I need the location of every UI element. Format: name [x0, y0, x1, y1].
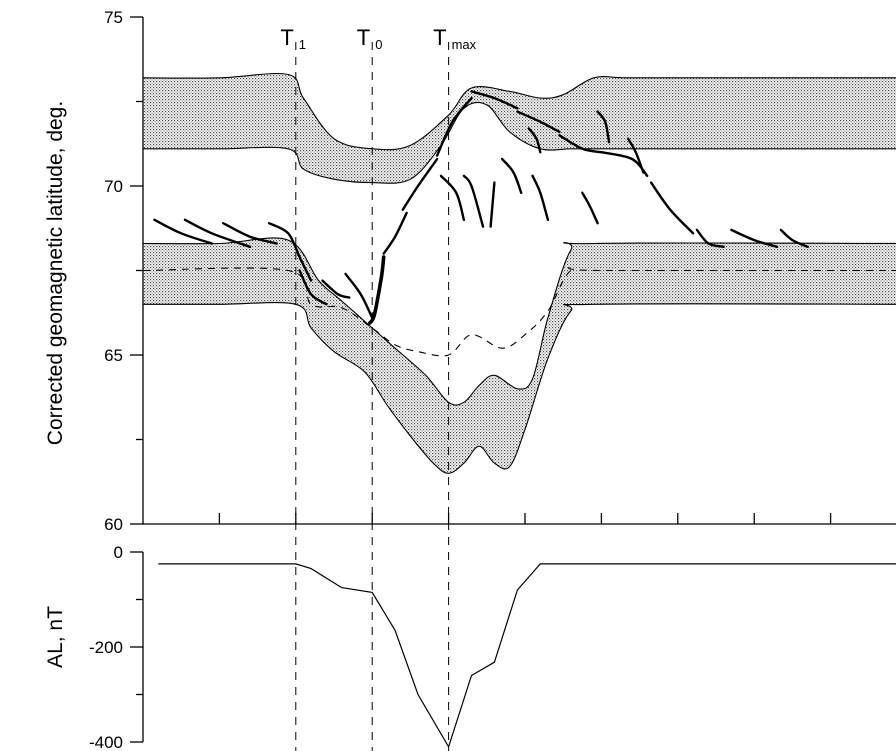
auroral-arc	[649, 181, 695, 235]
latitude-tick-label: 75	[104, 8, 123, 27]
latitude-tick-label: 70	[104, 177, 123, 196]
event-marker-label: T	[433, 25, 446, 50]
auroral-arc	[531, 174, 550, 221]
event-marker-subscript: 1	[299, 37, 306, 52]
auroral-arc	[730, 228, 779, 248]
auroral-arc	[489, 181, 496, 228]
lower-band-bottom-line	[142, 302, 896, 474]
auroral-arc	[581, 191, 599, 225]
auroral-arc	[298, 269, 328, 306]
latitude-axis: 60 65 70 75	[104, 8, 896, 534]
auroral-arc	[344, 272, 374, 319]
latitude-tick-label: 60	[104, 515, 123, 534]
auroral-arc	[321, 279, 351, 299]
auroral-arc	[695, 228, 725, 248]
auroral-arc	[439, 174, 466, 221]
event-marker-subscript: 0	[375, 37, 382, 52]
auroral-arc	[462, 174, 485, 228]
auroral-arc	[222, 222, 278, 245]
upper-band-fill	[143, 73, 896, 184]
auroral-arc	[435, 96, 473, 157]
auroral-arcs	[153, 90, 809, 325]
auroral-arc	[368, 255, 386, 325]
auroral-arc	[626, 137, 645, 174]
auroral-arc	[267, 222, 313, 282]
event-marker-label: T	[280, 25, 293, 50]
auroral-arc	[153, 218, 213, 245]
auroral-arc	[516, 110, 561, 134]
auroral-arc	[382, 211, 408, 255]
auroral-arc	[596, 110, 611, 144]
auroral-bands	[143, 73, 896, 474]
band-boundaries	[142, 72, 896, 474]
al-index-line	[158, 563, 896, 749]
lower-band-top-line	[142, 237, 896, 406]
lower-band-center-line	[142, 266, 896, 357]
event-marker-label: T	[357, 25, 370, 50]
latitude-tick-label: 65	[104, 346, 123, 365]
auroral-arc	[183, 218, 252, 248]
al-tick-label: -400	[89, 733, 123, 751]
al-series	[158, 563, 896, 749]
al-index-panel: -400 -200 0 AL, nT	[44, 543, 896, 751]
lower-band-fill	[143, 237, 896, 474]
latitude-axis-title: Corrected geomagnetic latitude, deg.	[44, 101, 67, 445]
event-marker-subscript: max	[452, 37, 477, 52]
al-tick-label: -200	[89, 638, 123, 657]
auroral-arc	[470, 90, 519, 110]
auroral-arc	[558, 134, 603, 154]
al-axis-title: AL, nT	[44, 606, 67, 668]
latitude-panel: 60 65 70 75 Corrected geomagnetic latitude,…	[44, 8, 896, 534]
upper-band-top-line	[142, 72, 896, 151]
auroral-arc	[500, 157, 523, 194]
auroral-arc	[527, 127, 542, 154]
auroral-arc	[401, 157, 439, 211]
auroral-arc	[779, 228, 809, 248]
al-axis: -400 -200 0	[89, 543, 144, 751]
al-tick-label: 0	[114, 543, 123, 562]
